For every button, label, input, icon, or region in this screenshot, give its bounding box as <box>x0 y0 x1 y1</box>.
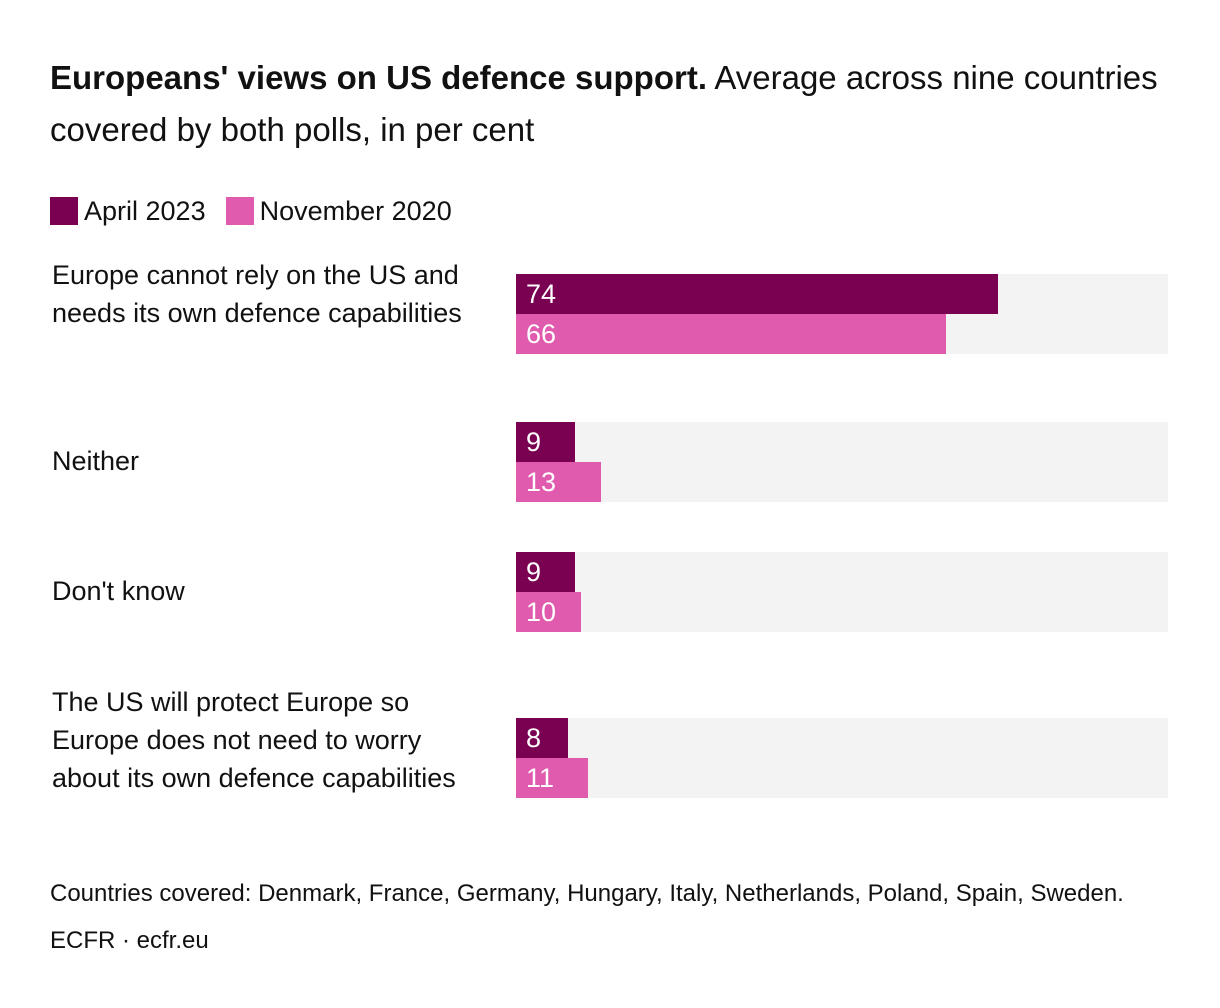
bar <box>516 274 999 314</box>
chart-subtitle: Average across nine countries covered by… <box>50 59 1158 148</box>
category-label: Don't know <box>52 576 185 606</box>
data-label: 9 <box>526 557 542 587</box>
bar <box>516 462 601 502</box>
bar <box>516 718 569 758</box>
legend-item-april-2023: April 2023 <box>50 196 206 227</box>
legend-label-april-2023: April 2023 <box>84 195 206 226</box>
bar <box>516 758 588 798</box>
footnote: Countries covered: Denmark, France, Germ… <box>50 880 1124 907</box>
source: ECFR · ecfr.eu <box>50 927 209 954</box>
legend: April 2023 November 2020 <box>50 194 472 228</box>
data-label: 10 <box>526 597 557 627</box>
category-label: Europe cannot rely on the US and needs i… <box>52 260 462 328</box>
data-label: 8 <box>526 723 542 753</box>
legend-swatch-april-2023 <box>50 197 78 225</box>
bar <box>516 422 575 462</box>
bar-track <box>516 718 1168 798</box>
bar-track <box>516 422 1168 502</box>
chart-title: Europeans' views on US defence support. … <box>50 52 1170 156</box>
data-label: 66 <box>526 319 557 349</box>
chart-title-bold: Europeans' views on US defence support. <box>50 59 707 96</box>
category-label: The US will protect Europe so Europe doe… <box>52 687 456 793</box>
bar <box>516 314 947 354</box>
legend-item-november-2020: November 2020 <box>225 195 452 227</box>
data-label: 74 <box>526 279 557 309</box>
data-label: 11 <box>526 763 555 793</box>
category-label: Neither <box>52 446 140 476</box>
legend-swatch-november-2020 <box>225 197 254 225</box>
bar-track <box>516 552 1168 632</box>
bar <box>516 552 575 592</box>
data-label: 9 <box>526 427 542 457</box>
bar <box>516 592 582 632</box>
legend-label-november-2020: November 2020 <box>259 195 452 226</box>
data-label: 13 <box>526 467 557 497</box>
